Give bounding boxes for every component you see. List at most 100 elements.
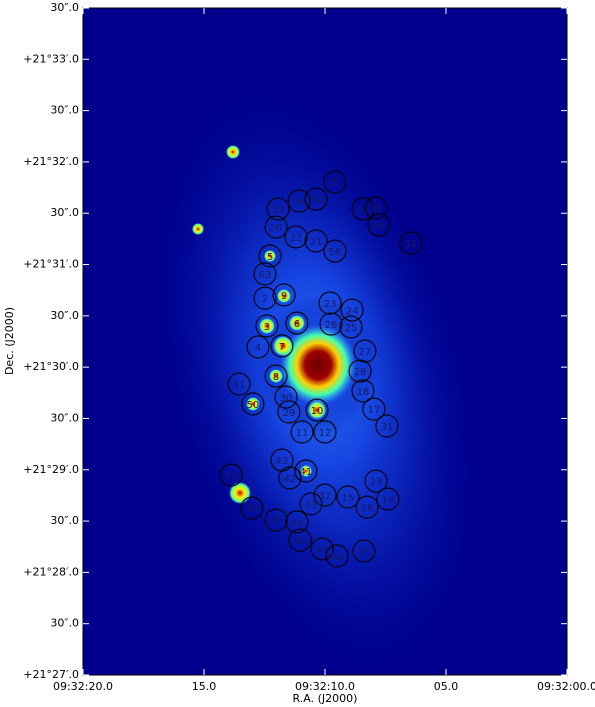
aperture: [290, 420, 314, 444]
aperture: [304, 229, 328, 253]
aperture-label: 28: [354, 367, 367, 378]
aperture: [367, 213, 391, 237]
y-tick-label: 30″.0: [50, 104, 79, 117]
aperture-label: 40: [373, 221, 386, 232]
aperture-label: 21: [310, 237, 323, 248]
aperture: [277, 400, 301, 424]
aperture-label: 36: [293, 197, 306, 208]
aperture: [352, 539, 376, 563]
aperture: [339, 315, 363, 339]
aperture: [340, 298, 364, 322]
aperture-label: 22: [290, 233, 303, 244]
aperture-label: 3: [264, 322, 270, 333]
aperture-label: 50: [247, 400, 260, 411]
aperture: [264, 215, 288, 239]
aperture-label: 41: [300, 467, 313, 478]
aperture: [362, 397, 386, 421]
aperture: [323, 170, 347, 194]
aperture-label: 10: [311, 406, 324, 417]
aperture-label: 9: [281, 291, 287, 302]
y-tick-label: +21°32′.0: [23, 155, 79, 168]
aperture: [351, 379, 375, 403]
y-tick-label: +21°30′.0: [23, 360, 79, 373]
aperture-label: 46: [294, 536, 307, 547]
aperture: [351, 197, 375, 221]
aperture: [299, 492, 323, 516]
aperture: [240, 496, 264, 520]
aperture-label: 43: [276, 456, 289, 467]
aperture-label: 19: [272, 205, 285, 216]
aperture-label: 47: [316, 545, 329, 556]
aperture: [318, 291, 342, 315]
aperture: [304, 187, 328, 211]
aperture: [399, 231, 423, 255]
aperture: [313, 483, 337, 507]
aperture-label: 52: [405, 239, 418, 250]
aperture: [336, 485, 360, 509]
aperture-label: 8: [273, 372, 279, 383]
aperture-label: 5: [267, 252, 273, 263]
aperture: [246, 335, 270, 359]
aperture-label: 55: [358, 547, 371, 558]
aperture-label: 16: [361, 503, 374, 514]
aperture-label: 45: [270, 516, 283, 527]
aperture: [272, 283, 296, 307]
y-tick-label: +21°31′.0: [23, 258, 79, 271]
aperture: [319, 312, 343, 336]
x-tick-label: 05.0: [434, 680, 459, 693]
aperture: [353, 339, 377, 363]
aperture: [285, 510, 309, 534]
aperture-label: 14: [382, 495, 395, 506]
x-tick-label: 09:32:00.0: [537, 680, 595, 693]
y-tick-label: +21°29′.0: [23, 463, 79, 476]
aperture-label: 27: [359, 347, 372, 358]
aperture-label: 51: [233, 380, 246, 391]
aperture-label: 23: [324, 299, 337, 310]
aperture: [287, 189, 311, 213]
x-tick-label: 09:32:20.0: [53, 680, 113, 693]
y-tick-label: +21°27′.0: [23, 668, 79, 681]
aperture-label: 33: [305, 500, 318, 511]
aperture-label: 7: [279, 342, 285, 353]
aperture: [264, 508, 288, 532]
aperture: [375, 414, 399, 438]
aperture: [364, 196, 388, 220]
aperture: [255, 314, 279, 338]
aperture-label: 54: [331, 552, 344, 563]
aperture: [305, 398, 329, 422]
aperture: [285, 311, 309, 335]
aperture: [284, 225, 308, 249]
y-axis-label: Dec. (J2000): [3, 307, 16, 375]
aperture: [270, 334, 294, 358]
y-tick-label: 30″.0: [50, 1, 79, 14]
aperture: [266, 197, 290, 221]
aperture: [355, 495, 379, 519]
aperture-label: 20: [270, 223, 283, 234]
aperture-label: 26: [325, 320, 338, 331]
aperture-label: 17: [368, 405, 381, 416]
aperture: [219, 463, 243, 487]
aperture: [288, 528, 312, 552]
galaxy-image: [83, 8, 567, 675]
aperture-label: 30: [280, 393, 293, 404]
aperture: [253, 286, 277, 310]
aperture-label: 12: [319, 428, 332, 439]
aperture-label: 32: [319, 491, 332, 502]
aperture: [258, 244, 282, 268]
aperture-label: 15: [342, 493, 355, 504]
aperture-label: 39: [370, 204, 383, 215]
aperture-label: 13: [370, 477, 383, 488]
aperture-label: 42: [284, 474, 297, 485]
aperture-label: 11: [296, 428, 309, 439]
aperture-label: 37: [329, 178, 342, 189]
aperture-label: 18: [357, 387, 370, 398]
aperture-label: 6: [294, 319, 300, 330]
aperture: [310, 537, 334, 561]
y-tick-label: 30″.0: [50, 617, 79, 630]
y-tick-label: 30″.0: [50, 514, 79, 527]
aperture: [364, 469, 388, 493]
x-tick-label: 15.0: [192, 680, 217, 693]
aperture: [323, 239, 347, 263]
aperture-label: 4: [255, 343, 261, 354]
